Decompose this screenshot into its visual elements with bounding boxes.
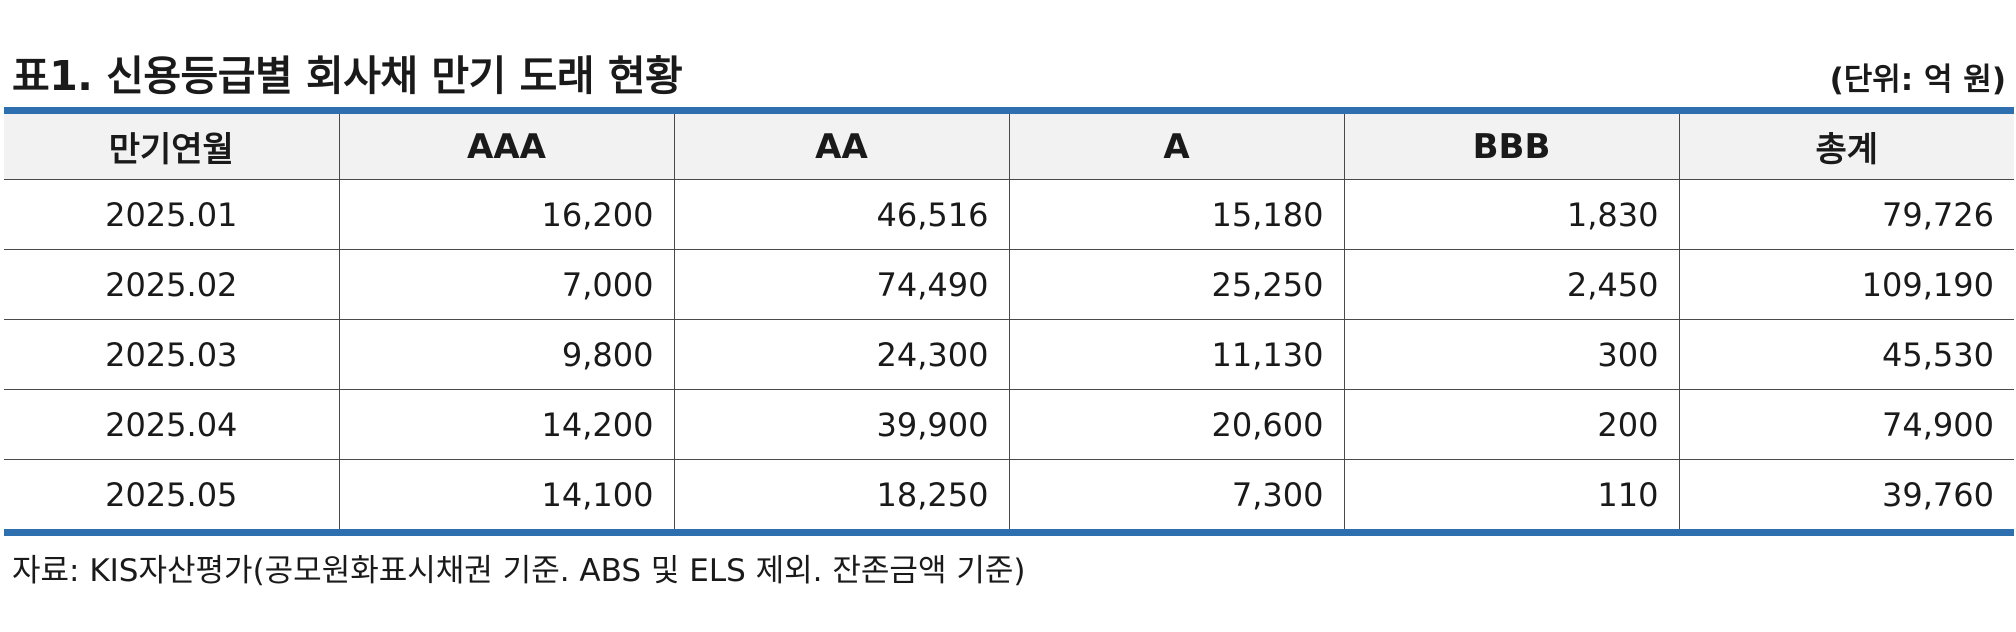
cell-bbb: 2,450 (1344, 249, 1680, 320)
cell-aaa: 16,200 (339, 179, 675, 250)
cell-total: 39,760 (1882, 475, 1994, 514)
cell-a: 7,300 (1009, 459, 1345, 533)
header-cell-month: 만기연월 (4, 110, 340, 180)
cell-aa: 39,900 (674, 389, 1010, 460)
header-cell-total: 총계 (1679, 110, 2014, 180)
cell-aaa: 14,200 (339, 389, 675, 460)
cell-aaa: 7,000 (339, 249, 675, 320)
cell-aaa: 14,100 (339, 459, 675, 533)
cell-month: 2025.05 (4, 459, 340, 533)
header-row: 만기연월 AAA AA A BBB 총계 (4, 110, 2014, 180)
maturity-table: 만기연월 AAA AA A BBB 총계 2025.01 16,200 46,5… (4, 107, 2014, 536)
cell-month: 2025.04 (4, 389, 340, 460)
table-title: 표1. 신용등급별 회사채 만기 도래 현황 (12, 52, 683, 100)
table-row: 2025.05 14,100 18,250 7,300 110 39,760 (4, 459, 2014, 533)
cell-aa: 74,490 (674, 249, 1010, 320)
cell-a: 25,250 (1009, 249, 1345, 320)
cell-bbb: 200 (1344, 389, 1680, 460)
cell-a: 15,180 (1009, 179, 1345, 250)
cell-aa: 24,300 (674, 319, 1010, 390)
cell-aa: 46,516 (674, 179, 1010, 250)
header-cell-bbb: BBB (1344, 110, 1680, 180)
cell-month: 2025.01 (4, 179, 340, 250)
table-row: 2025.02 7,000 74,490 25,250 2,450 109,19… (4, 249, 2014, 320)
cell-bbb: 300 (1344, 319, 1680, 390)
cell-bbb: 1,830 (1344, 179, 1680, 250)
table-row: 2025.04 14,200 39,900 20,600 200 74,900 (4, 389, 2014, 460)
table-row: 2025.01 16,200 46,516 15,180 1,830 79,72… (4, 179, 2014, 250)
header-cell-aa: AA (674, 110, 1010, 180)
cell-bbb: 110 (1344, 459, 1680, 533)
cell-total: 74,900 (1679, 389, 2014, 460)
cell-aaa: 9,800 (339, 319, 675, 390)
cell-total: 45,530 (1679, 319, 2014, 390)
unit-label: (단위: 억 원) (1829, 62, 2006, 98)
header-cell-aaa: AAA (339, 110, 675, 180)
header-cell-a: A (1009, 110, 1345, 180)
table-row: 2025.03 9,800 24,300 11,130 300 45,530 (4, 319, 2014, 390)
cell-a: 20,600 (1009, 389, 1345, 460)
cell-aa: 18,250 (674, 459, 1010, 533)
cell-total: 79,726 (1679, 179, 2014, 250)
cell-total: 109,190 (1679, 249, 2014, 320)
source-note: 자료: KIS자산평가(공모원화표시채권 기준. ABS 및 ELS 제외. 잔… (12, 553, 1026, 589)
cell-month: 2025.02 (4, 249, 340, 320)
cell-a: 11,130 (1009, 319, 1345, 390)
cell-month: 2025.03 (4, 319, 340, 390)
